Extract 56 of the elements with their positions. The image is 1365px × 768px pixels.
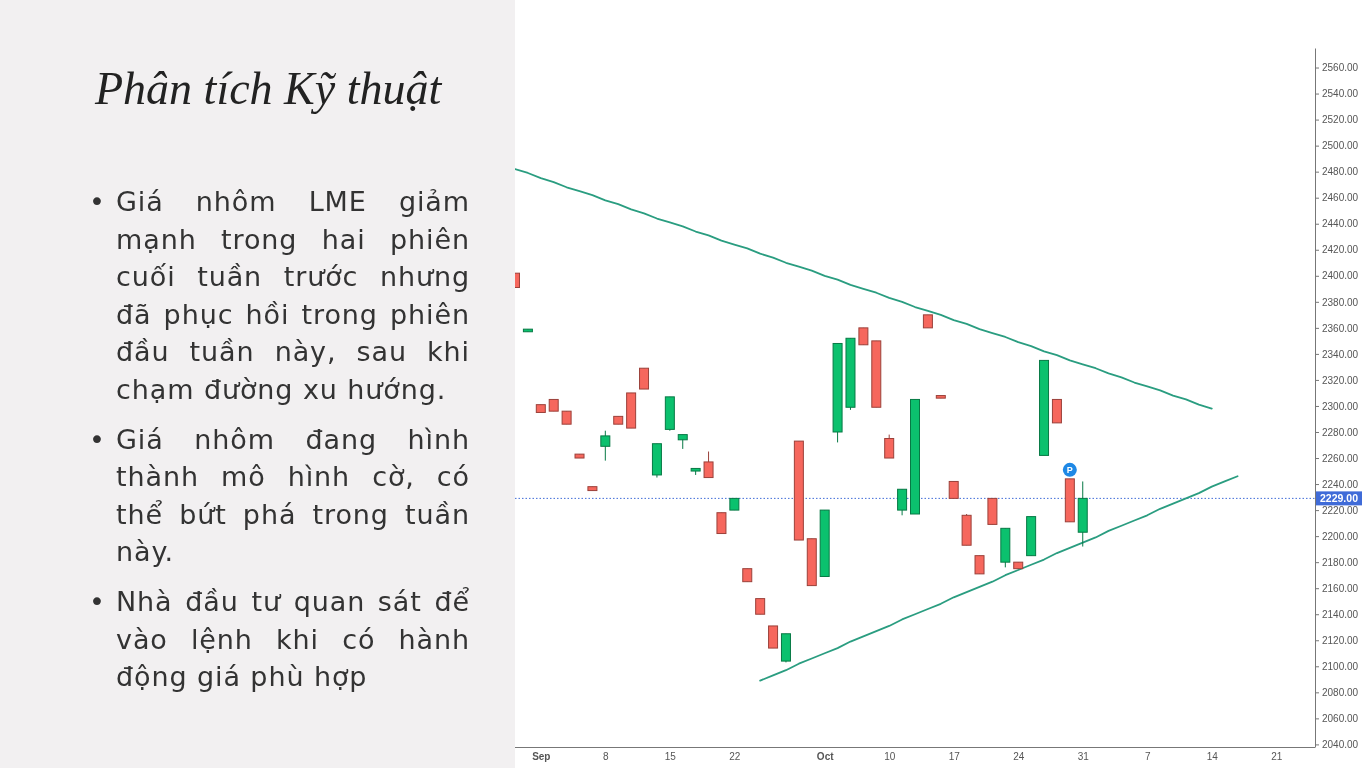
y-tick-label: 2560.00 [1322,62,1359,74]
y-tick-label: 2400.00 [1322,270,1359,282]
y-tick-label: 2160.00 [1322,582,1359,594]
text: • Giá nhôm đang hình thành mô hình cờ, có thể bứt phá trong tuần này. [89,422,470,567]
x-tick-label: 22 [729,751,741,763]
line-series [515,168,1213,410]
text: • Nhà đầu tư quan sát để vào lệnh khi có hành động giá phù hợp [89,585,470,692]
text: Phân tích Kỹ thuật [95,62,442,115]
y-tick-label: 2480.00 [1322,166,1359,178]
candlestick [974,555,985,575]
candlestick [884,434,895,459]
y-tick-label: 2180.00 [1322,556,1359,568]
y-tick-label: 2520.00 [1322,114,1359,126]
x-tick-label: Sep [532,751,551,763]
x-tick-label: 8 [603,751,610,763]
x-tick-label: Oct [816,751,835,763]
x-tick-label: 10 [884,751,896,763]
ref-line-label: 2229.00 [1320,492,1359,505]
y-tick-label: 2060.00 [1322,713,1359,725]
y-tick-label: 2080.00 [1322,687,1359,699]
y-tick-label: 2040.00 [1322,739,1359,751]
y-tick-label: 2240.00 [1322,478,1359,490]
x-tick-label: 14 [1206,751,1219,763]
candlestick [639,367,650,390]
y-tick-label: 2380.00 [1322,296,1359,308]
y-tick-label: 2200.00 [1322,530,1359,542]
x-tick-label: 31 [1077,751,1090,763]
x-tick-label: 17 [948,751,961,763]
x-tick-label: 21 [1271,751,1283,763]
y-tick-label: 2320.00 [1322,374,1359,386]
line-series [759,475,1239,682]
y-tick-label: 2140.00 [1322,608,1359,620]
y-tick-label: 2100.00 [1322,661,1359,672]
x-tick-label: 7 [1144,751,1151,763]
candlestick [703,451,714,479]
y-tick-label: 2540.00 [1322,88,1359,100]
y-tick-label: 2340.00 [1322,348,1359,360]
candlestick [1051,398,1062,424]
y-tick-label: 2500.00 [1322,140,1359,152]
text: • Giá nhôm LME giảm mạnh trong hai phiên cuối tuần trước nhưng đã phục hồi trong phiên đầu tuần này, sau khi chạm đường xu hướng. [89,185,470,405]
y-tick-label: 2360.00 [1322,322,1359,334]
y-tick-label: 2440.00 [1322,218,1359,230]
candlestick [716,512,727,535]
x-tick-label: 24 [1013,751,1025,763]
y-tick-label: 2300.00 [1322,400,1359,412]
y-tick-label: 2460.00 [1322,192,1359,204]
annotation: P [1066,465,1073,475]
candlestick [600,430,611,462]
y-tick-label: 2220.00 [1322,504,1359,516]
y-tick-label: 2420.00 [1322,244,1359,256]
candlestick [768,625,779,649]
x-tick-label: 15 [664,751,677,763]
y-tick-label: 2260.00 [1322,452,1359,464]
y-tick-label: 2120.00 [1322,634,1359,646]
y-tick-label: 2280.00 [1322,426,1359,438]
candlestick [897,488,908,516]
